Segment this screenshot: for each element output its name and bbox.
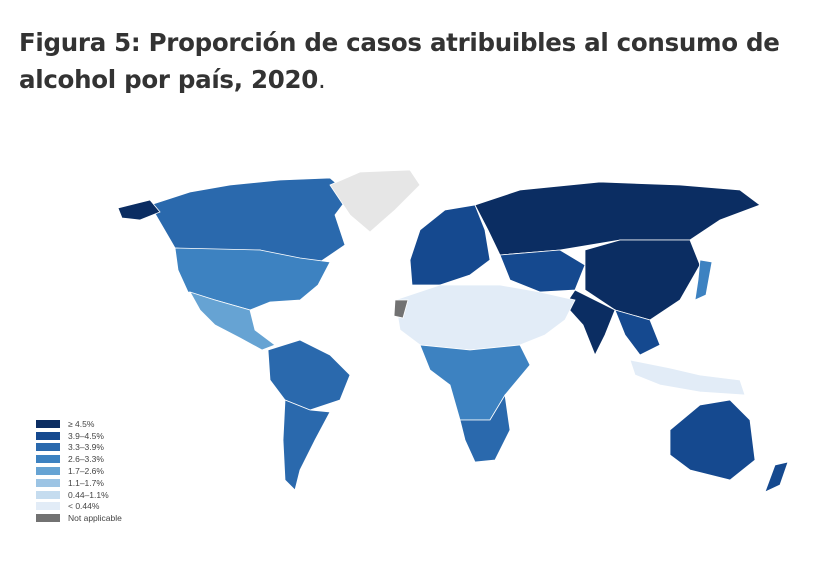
region-southeast-asia (614, 309, 661, 356)
legend-swatch (36, 431, 60, 440)
legend-label: Not applicable (68, 513, 122, 524)
region-alaska (117, 199, 161, 221)
region-southern-africa (459, 393, 511, 463)
legend-swatch (36, 419, 60, 428)
legend-swatch (36, 467, 60, 476)
legend-item: 3.9–4.5% (36, 430, 122, 442)
legend-item: 0.44–1.1% (36, 489, 122, 501)
region-greenland (329, 169, 421, 233)
legend-label: 1.1–1.7% (68, 477, 104, 488)
legend-item: 1.1–1.7% (36, 477, 122, 489)
region-mexico-central-america (189, 291, 276, 351)
legend-swatch (36, 490, 60, 499)
region-indonesia (629, 359, 746, 396)
region-central-asia (499, 249, 586, 293)
legend-item: 2.6–3.3% (36, 453, 122, 465)
region-new-zealand (764, 461, 789, 493)
region-north-africa-middle-east (394, 284, 576, 351)
legend-item: < 0.44% (36, 501, 122, 513)
legend-swatch (36, 514, 60, 523)
region-sub-saharan-africa (419, 344, 531, 421)
legend-item: 3.3–3.9% (36, 442, 122, 454)
legend-label: 2.6–3.3% (68, 454, 104, 465)
title-suffix: . (317, 65, 326, 94)
figure-title: Figura 5: Proporción de casos atribuible… (19, 24, 809, 98)
region-australia (669, 399, 756, 481)
region-usa (174, 247, 331, 311)
region-japan (694, 259, 713, 301)
legend: ≥ 4.5% 3.9–4.5% 3.3–3.9% 2.6–3.3% 1.7–2.6% 1.… (36, 418, 122, 524)
legend-item: ≥ 4.5% (36, 418, 122, 430)
region-western-sahara (393, 299, 409, 319)
legend-swatch (36, 502, 60, 511)
title-text: Figura 5: Proporción de casos atribuible… (19, 28, 780, 94)
region-china (584, 239, 701, 321)
legend-label: < 0.44% (68, 501, 100, 512)
region-western-europe (409, 204, 491, 286)
legend-label: 1.7–2.6% (68, 466, 104, 477)
legend-swatch (36, 455, 60, 464)
legend-item: 1.7–2.6% (36, 465, 122, 477)
legend-label: 0.44–1.1% (68, 489, 109, 500)
legend-swatch (36, 443, 60, 452)
region-south-america-north- (267, 339, 351, 411)
legend-item: Not applicable (36, 512, 122, 524)
legend-label: 3.9–4.5% (68, 430, 104, 441)
legend-label: 3.3–3.9% (68, 442, 104, 453)
region-south-america-south- (282, 399, 331, 491)
legend-label: ≥ 4.5% (68, 418, 95, 429)
legend-swatch (36, 478, 60, 487)
